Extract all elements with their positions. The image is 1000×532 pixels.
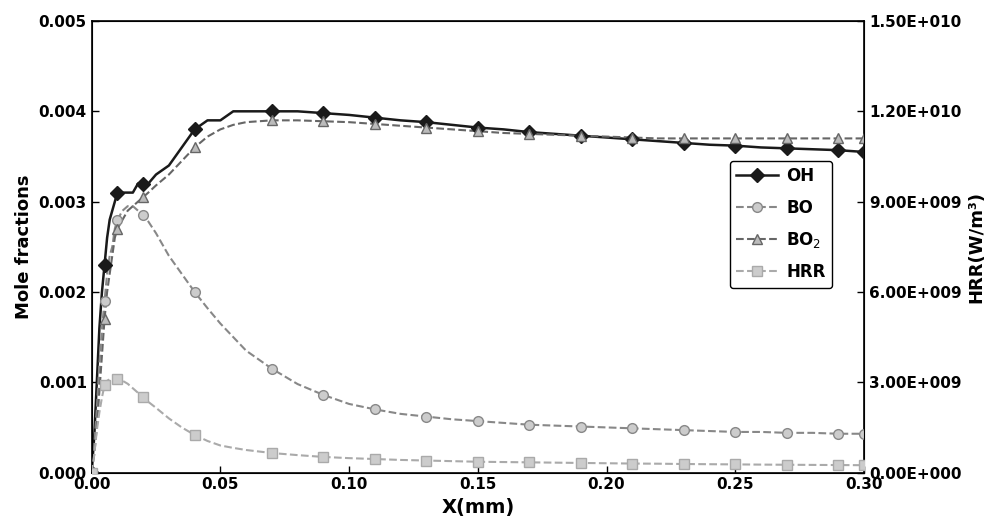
Y-axis label: HRR(W/m³): HRR(W/m³) [967, 191, 985, 303]
Legend: OH, BO, BO$_2$, HRR: OH, BO, BO$_2$, HRR [730, 161, 832, 288]
Y-axis label: Mole fractions: Mole fractions [15, 174, 33, 319]
X-axis label: X(mm): X(mm) [441, 498, 514, 517]
